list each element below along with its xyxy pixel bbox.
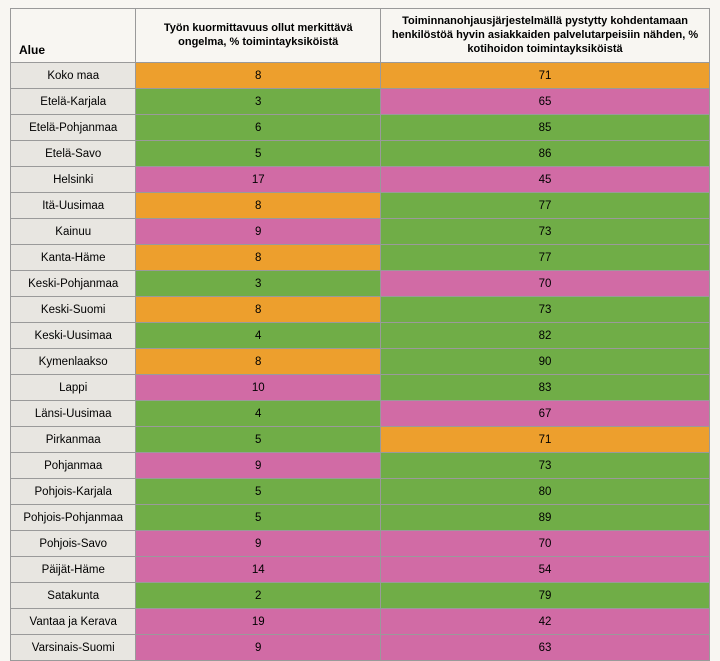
region-cell: Helsinki [11, 167, 136, 193]
table-row: Keski-Pohjanmaa370 [11, 271, 710, 297]
header-col2: Toiminnanohjausjärjestelmällä pystytty k… [381, 9, 710, 63]
table-row: Vantaa ja Kerava1942 [11, 609, 710, 635]
table-row: Pohjois-Pohjanmaa589 [11, 505, 710, 531]
value-cell-col2: 73 [381, 297, 710, 323]
value-cell-col2: 45 [381, 167, 710, 193]
table-row: Päijät-Häme1454 [11, 557, 710, 583]
value-cell-col2: 70 [381, 271, 710, 297]
value-cell-col2: 67 [381, 401, 710, 427]
region-cell: Kainuu [11, 219, 136, 245]
table-row: Keski-Suomi873 [11, 297, 710, 323]
value-cell-col2: 80 [381, 479, 710, 505]
value-cell-col2: 73 [381, 453, 710, 479]
value-cell-col2: 65 [381, 89, 710, 115]
table-row: Etelä-Pohjanmaa685 [11, 115, 710, 141]
table-row: Koko maa871 [11, 63, 710, 89]
region-cell: Kanta-Häme [11, 245, 136, 271]
region-cell: Satakunta [11, 583, 136, 609]
value-cell-col2: 82 [381, 323, 710, 349]
value-cell-col1: 8 [136, 193, 381, 219]
header-region: Alue [11, 9, 136, 63]
value-cell-col2: 70 [381, 531, 710, 557]
value-cell-col1: 3 [136, 89, 381, 115]
value-cell-col1: 4 [136, 401, 381, 427]
table-row: Helsinki1745 [11, 167, 710, 193]
region-cell: Pohjois-Karjala [11, 479, 136, 505]
region-cell: Keski-Uusimaa [11, 323, 136, 349]
region-cell: Varsinais-Suomi [11, 635, 136, 661]
table-row: Lappi1083 [11, 375, 710, 401]
value-cell-col1: 14 [136, 557, 381, 583]
region-cell: Lappi [11, 375, 136, 401]
value-cell-col1: 9 [136, 531, 381, 557]
value-cell-col1: 3 [136, 271, 381, 297]
value-cell-col1: 6 [136, 115, 381, 141]
table-row: Länsi-Uusimaa467 [11, 401, 710, 427]
region-cell: Keski-Pohjanmaa [11, 271, 136, 297]
value-cell-col1: 10 [136, 375, 381, 401]
table-row: Satakunta279 [11, 583, 710, 609]
value-cell-col1: 17 [136, 167, 381, 193]
region-cell: Pohjois-Savo [11, 531, 136, 557]
value-cell-col2: 90 [381, 349, 710, 375]
region-cell: Pirkanmaa [11, 427, 136, 453]
value-cell-col1: 4 [136, 323, 381, 349]
value-cell-col2: 79 [381, 583, 710, 609]
value-cell-col1: 5 [136, 479, 381, 505]
table-row: Etelä-Savo586 [11, 141, 710, 167]
region-cell: Keski-Suomi [11, 297, 136, 323]
table-body: Koko maa871Etelä-Karjala365Etelä-Pohjanm… [11, 63, 710, 661]
table-row: Etelä-Karjala365 [11, 89, 710, 115]
value-cell-col2: 83 [381, 375, 710, 401]
value-cell-col1: 9 [136, 635, 381, 661]
table-row: Itä-Uusimaa877 [11, 193, 710, 219]
value-cell-col2: 71 [381, 63, 710, 89]
table-row: Pohjois-Karjala580 [11, 479, 710, 505]
value-cell-col1: 8 [136, 349, 381, 375]
value-cell-col2: 77 [381, 193, 710, 219]
data-table: Alue Työn kuormittavuus ollut merkittävä… [10, 8, 710, 661]
value-cell-col2: 54 [381, 557, 710, 583]
value-cell-col1: 2 [136, 583, 381, 609]
value-cell-col1: 8 [136, 63, 381, 89]
table-row: Pohjois-Savo970 [11, 531, 710, 557]
table-row: Kanta-Häme877 [11, 245, 710, 271]
table-row: Varsinais-Suomi963 [11, 635, 710, 661]
value-cell-col2: 86 [381, 141, 710, 167]
value-cell-col1: 5 [136, 505, 381, 531]
value-cell-col1: 9 [136, 219, 381, 245]
table-row: Pirkanmaa571 [11, 427, 710, 453]
value-cell-col1: 5 [136, 141, 381, 167]
value-cell-col2: 63 [381, 635, 710, 661]
region-cell: Pohjois-Pohjanmaa [11, 505, 136, 531]
value-cell-col2: 71 [381, 427, 710, 453]
region-cell: Itä-Uusimaa [11, 193, 136, 219]
value-cell-col2: 77 [381, 245, 710, 271]
value-cell-col2: 85 [381, 115, 710, 141]
region-cell: Etelä-Savo [11, 141, 136, 167]
region-cell: Päijät-Häme [11, 557, 136, 583]
table-row: Kainuu973 [11, 219, 710, 245]
header-col1: Työn kuormittavuus ollut merkittävä onge… [136, 9, 381, 63]
region-cell: Kymenlaakso [11, 349, 136, 375]
region-cell: Vantaa ja Kerava [11, 609, 136, 635]
value-cell-col1: 9 [136, 453, 381, 479]
table-row: Kymenlaakso890 [11, 349, 710, 375]
table-row: Keski-Uusimaa482 [11, 323, 710, 349]
header-row: Alue Työn kuormittavuus ollut merkittävä… [11, 9, 710, 63]
value-cell-col1: 8 [136, 297, 381, 323]
region-cell: Pohjanmaa [11, 453, 136, 479]
value-cell-col2: 42 [381, 609, 710, 635]
value-cell-col1: 8 [136, 245, 381, 271]
region-cell: Etelä-Karjala [11, 89, 136, 115]
region-cell: Koko maa [11, 63, 136, 89]
region-cell: Länsi-Uusimaa [11, 401, 136, 427]
value-cell-col1: 5 [136, 427, 381, 453]
value-cell-col1: 19 [136, 609, 381, 635]
region-cell: Etelä-Pohjanmaa [11, 115, 136, 141]
table-row: Pohjanmaa973 [11, 453, 710, 479]
value-cell-col2: 73 [381, 219, 710, 245]
table-container: Alue Työn kuormittavuus ollut merkittävä… [0, 0, 720, 547]
value-cell-col2: 89 [381, 505, 710, 531]
